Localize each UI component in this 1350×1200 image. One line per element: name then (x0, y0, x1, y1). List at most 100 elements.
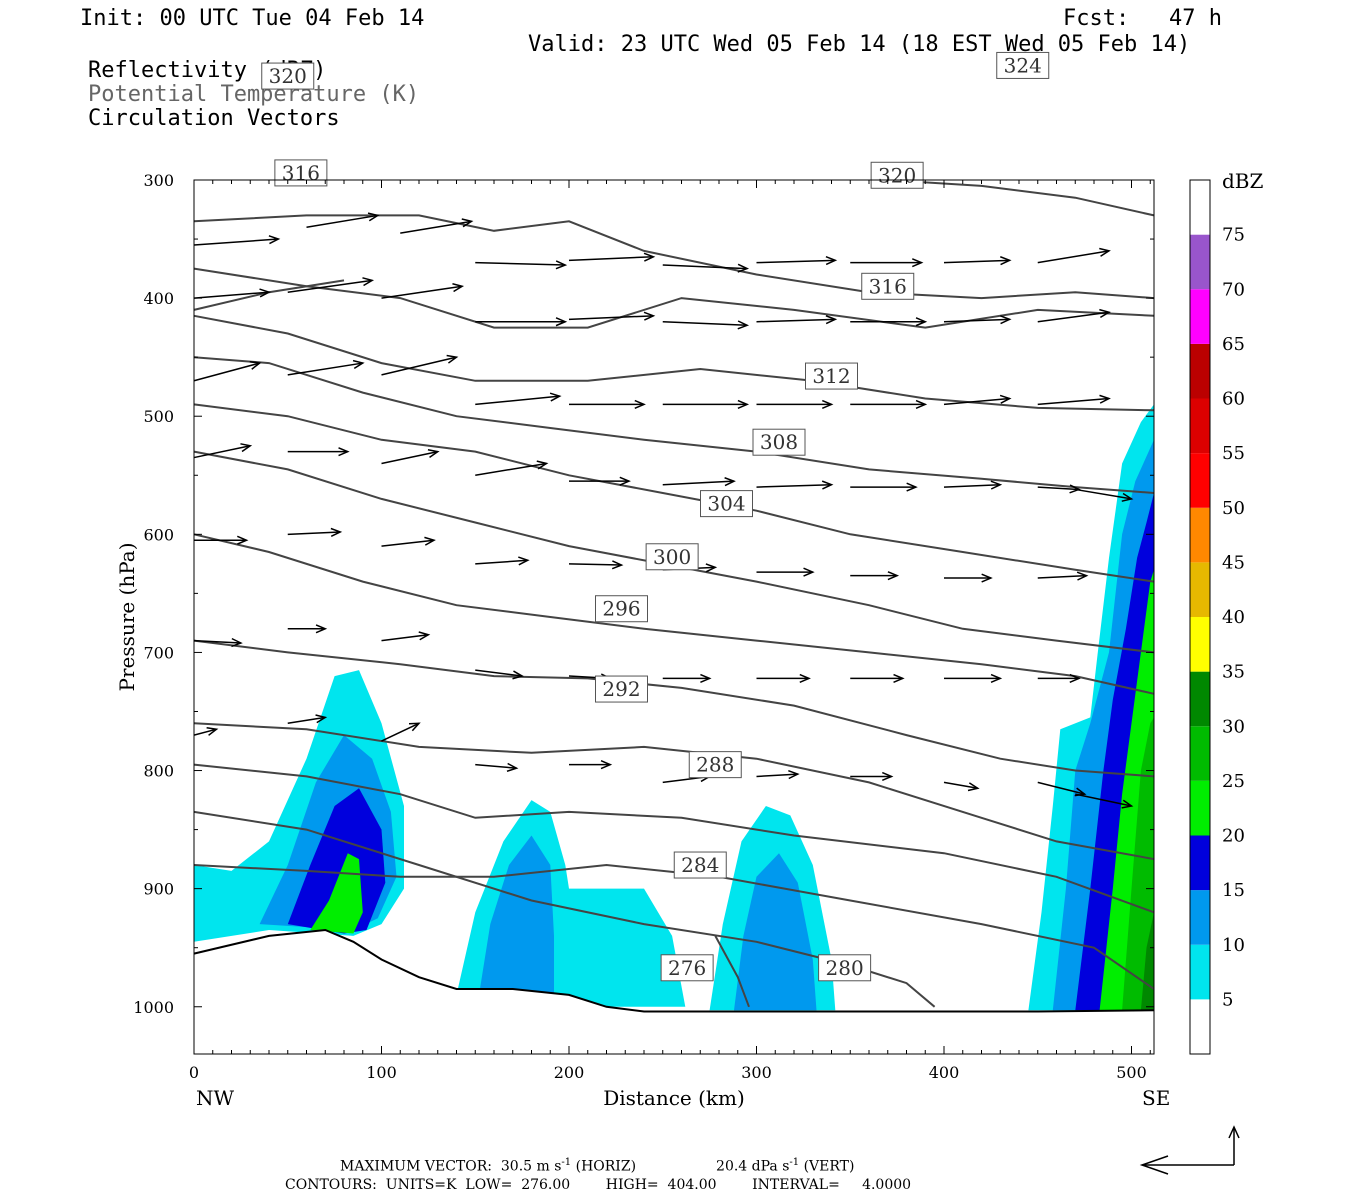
colorbar-tick-label: 25 (1222, 771, 1245, 792)
circulation-vector (287, 714, 328, 725)
theta-contour-300 (193, 533, 1155, 695)
theta-label-296: 296 (602, 597, 640, 621)
x-tick-label: 500 (1116, 1063, 1147, 1082)
theta-label-320: 320 (269, 64, 307, 88)
theta-label-box (805, 362, 858, 390)
theta-label-288: 288 (696, 753, 734, 777)
circulation-vector (193, 443, 253, 459)
reflectivity-fill-layer (194, 404, 1154, 1011)
circulation-vector (1037, 571, 1089, 581)
colorbar-tick-label: 5 (1222, 989, 1233, 1010)
circulation-vector (662, 320, 750, 330)
circulation-vector (1075, 488, 1134, 502)
colorbar-band-5 (1190, 944, 1210, 1000)
colorbar-unit-label: dBZ (1222, 169, 1264, 193)
colorbar-tick-label: 50 (1222, 498, 1245, 519)
colorbar-band-45 (1190, 507, 1210, 563)
theta-label-300: 300 (653, 545, 691, 569)
circulation-vector (850, 317, 928, 327)
circulation-vector (850, 571, 900, 581)
vert-suffix: (VERT) (799, 1158, 855, 1175)
circulation-vector (1037, 308, 1111, 323)
colorbar-tick-label: 10 (1222, 935, 1245, 956)
circulation-vector (756, 480, 834, 490)
colorbar-band-60 (1190, 343, 1210, 399)
circulation-vector (287, 447, 350, 457)
circulation-vector (475, 556, 530, 566)
circulation-vector (193, 727, 219, 736)
theta-contour-276 (714, 935, 750, 1008)
circulation-vector (475, 669, 525, 680)
theta-contour-320 (193, 267, 1155, 329)
theta-contour-284 (193, 863, 1155, 990)
plot-frame (193, 179, 1155, 1055)
circulation-vector (1037, 673, 1081, 684)
circulation-vector (756, 255, 838, 266)
valid-time: Valid: 23 UTC Wed 05 Feb 14 (18 EST Wed … (528, 32, 1191, 57)
circulation-vector (662, 673, 712, 684)
theta-label-box (870, 161, 924, 189)
below-ground-mask (194, 930, 1154, 1054)
colorbar-band-25 (1190, 726, 1210, 781)
theta-label-box (752, 428, 806, 456)
colorbar-band-20 (1190, 780, 1210, 836)
colorbar-tick-label: 55 (1222, 443, 1245, 464)
theta-label-layer: 276 280 284 288 292 296 300 304 308 312 316 320 320 3… (261, 51, 1050, 982)
colorbar-tick-label: 15 (1222, 880, 1245, 901)
theta-contour-324 (887, 179, 1155, 217)
circulation-vector (287, 277, 375, 293)
circulation-vector (1037, 394, 1111, 406)
colorbar-tick-label: 70 (1222, 279, 1245, 300)
colorbar-tick-label: 35 (1222, 662, 1245, 683)
x-axis-title: Distance (km) (603, 1086, 745, 1110)
theta-label-box (274, 159, 328, 187)
circulation-vector (381, 631, 431, 642)
theta-label-box (595, 675, 648, 703)
vert-exponent: -1 (789, 1157, 800, 1168)
y-axis-title: Pressure (hPa) (115, 543, 139, 692)
theta-contour-288 (193, 763, 1155, 914)
circulation-vector (1075, 793, 1134, 809)
circulation-vector (287, 527, 343, 537)
circulation-vector (475, 260, 568, 270)
theta-label-312: 312 (812, 364, 850, 388)
colorbar-band-35 (1190, 617, 1210, 672)
circulation-vector (475, 460, 549, 477)
field-theta: Potential Temperature (K) (88, 82, 420, 107)
x-right-end-label: SE (1142, 1086, 1170, 1110)
y-tick-label: 500 (143, 407, 174, 426)
theta-label-box (595, 595, 648, 623)
colorbar-band-15 (1190, 835, 1210, 891)
circulation-vector (569, 399, 646, 409)
circulation-vector (850, 399, 928, 409)
vert-prefix: 20.4 dPa s (716, 1158, 790, 1175)
circulation-vector (568, 311, 656, 321)
theta-label-308: 308 (760, 430, 798, 454)
theta-label-box (818, 954, 872, 982)
x-tick-label: 0 (189, 1063, 199, 1082)
circulation-vector (475, 392, 562, 406)
x-tick-label: 200 (554, 1063, 585, 1082)
init-time: Init: 00 UTC Tue 04 Feb 14 (80, 6, 425, 31)
axes-layer: 0 100 200 300 400 500 300 400 500 600 700 800 900 100… (133, 171, 1154, 1082)
circulation-vector (287, 624, 328, 634)
terrain-layer (193, 928, 1155, 1054)
circulation-vector (662, 399, 750, 409)
terrain-line (193, 928, 1155, 1013)
theta-label-box (861, 272, 915, 300)
colorbar-band-0 (1190, 999, 1210, 1054)
theta-contour-layer (193, 179, 1155, 1008)
circulation-vector (193, 235, 281, 246)
theta-label-box (996, 51, 1050, 79)
cell-se-25dbz (1122, 717, 1154, 1011)
theta-label-box (261, 62, 315, 90)
y-tick-label: 900 (143, 880, 174, 899)
theta-label-box (688, 751, 742, 779)
circulation-vector (193, 637, 243, 648)
theta-label-box (660, 954, 714, 982)
max-vector-prefix: MAXIMUM VECTOR: 30.5 m s (340, 1158, 562, 1175)
circulation-vector (756, 315, 838, 325)
circulation-vector (193, 360, 262, 382)
circulation-vector (943, 394, 1012, 406)
